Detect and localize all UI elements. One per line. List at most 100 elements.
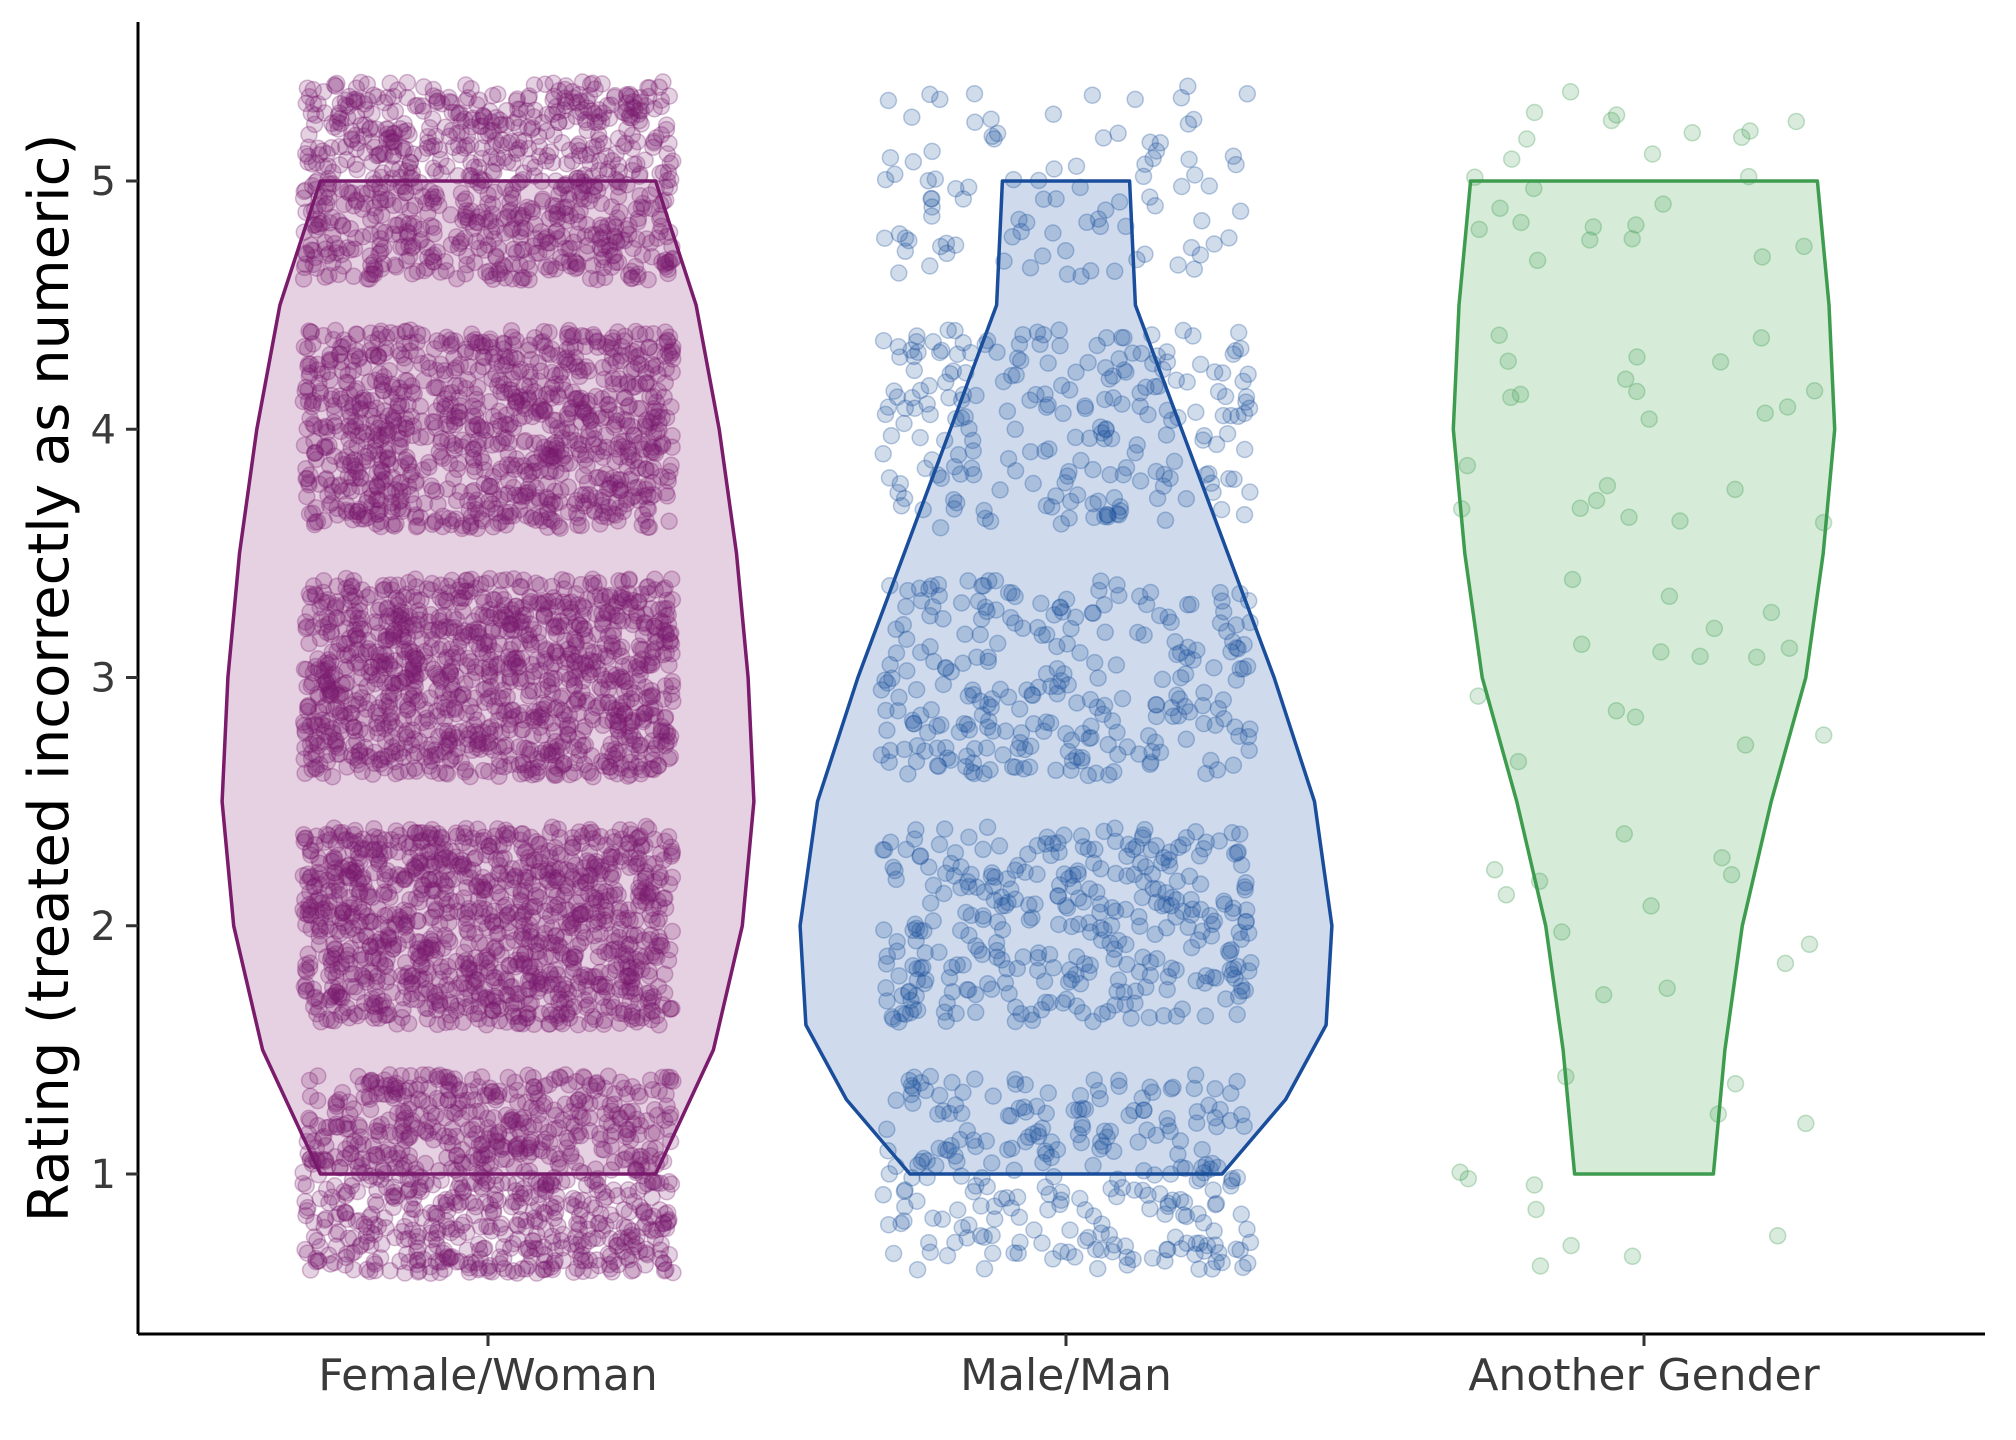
point-female-woman xyxy=(424,660,442,678)
point-female-woman xyxy=(586,855,604,874)
point-female-woman xyxy=(323,174,342,193)
point-female-woman xyxy=(535,1094,554,1113)
point-female-woman xyxy=(338,1245,356,1263)
point-female-woman xyxy=(400,1180,419,1198)
point-female-woman xyxy=(314,618,332,636)
point-female-woman xyxy=(342,1144,360,1163)
point-female-woman xyxy=(422,190,441,208)
point-female-woman xyxy=(632,1147,651,1166)
point-female-woman xyxy=(531,576,549,594)
point-female-woman xyxy=(325,864,343,882)
point-female-woman xyxy=(326,403,344,421)
point-female-woman xyxy=(349,1135,367,1153)
point-female-woman xyxy=(304,391,323,410)
point-female-woman xyxy=(511,1124,530,1143)
point-female-woman xyxy=(536,1175,555,1193)
point-female-woman xyxy=(429,379,448,397)
point-female-woman xyxy=(565,1116,584,1135)
point-female-woman xyxy=(661,1132,680,1151)
point-female-woman xyxy=(296,1192,314,1211)
point-female-woman xyxy=(621,765,639,784)
point-female-woman xyxy=(331,1158,349,1177)
point-female-woman xyxy=(572,1251,591,1270)
point-female-woman xyxy=(395,1087,413,1105)
point-female-woman xyxy=(617,840,635,859)
point-female-woman xyxy=(588,1229,607,1248)
point-female-woman xyxy=(380,1111,398,1129)
point-female-woman xyxy=(634,1204,653,1222)
point-female-woman xyxy=(396,953,415,972)
point-female-woman xyxy=(514,704,533,722)
point-female-woman xyxy=(357,1218,376,1237)
point-female-woman xyxy=(549,1154,568,1173)
point-female-woman xyxy=(521,592,540,611)
point-female-woman xyxy=(337,1203,355,1222)
point-female-woman xyxy=(591,1092,609,1111)
point-female-woman xyxy=(297,1176,315,1195)
point-female-woman xyxy=(547,1106,565,1125)
point-female-woman xyxy=(660,1245,679,1264)
point-female-woman xyxy=(499,1263,517,1281)
point-female-woman xyxy=(545,1101,563,1120)
point-female-woman xyxy=(296,739,314,757)
point-female-woman xyxy=(544,1199,563,1217)
point-female-woman xyxy=(570,1220,589,1239)
point-female-woman xyxy=(622,467,641,485)
point-female-woman xyxy=(571,872,590,890)
point-female-woman xyxy=(579,1220,597,1239)
point-female-woman xyxy=(573,436,591,454)
point-female-woman xyxy=(612,346,631,365)
point-female-woman xyxy=(360,642,379,661)
point-female-woman xyxy=(512,721,531,739)
point-female-woman xyxy=(637,1244,655,1262)
point-female-woman xyxy=(332,353,350,371)
point-female-woman xyxy=(619,1181,638,1199)
point-female-woman xyxy=(505,570,523,588)
point-female-woman xyxy=(492,724,511,742)
point-female-woman xyxy=(461,1173,479,1191)
point-female-woman xyxy=(299,1198,317,1217)
point-female-woman xyxy=(602,1127,620,1145)
point-female-woman xyxy=(602,1116,621,1134)
point-female-woman xyxy=(438,480,457,498)
point-female-woman xyxy=(625,612,643,630)
point-female-woman xyxy=(379,174,397,192)
point-female-woman xyxy=(627,1235,646,1253)
point-female-woman xyxy=(371,365,389,383)
point-female-woman xyxy=(593,1140,611,1159)
point-female-woman xyxy=(299,945,317,964)
point-female-woman xyxy=(606,881,624,899)
point-female-woman xyxy=(441,206,460,224)
point-female-woman xyxy=(328,506,347,524)
point-female-woman xyxy=(574,1237,593,1255)
point-female-woman xyxy=(660,328,679,346)
point-female-woman xyxy=(639,577,657,596)
point-female-woman xyxy=(340,714,358,732)
point-female-woman xyxy=(400,158,418,177)
point-female-woman xyxy=(652,868,670,887)
point-female-woman xyxy=(393,430,411,448)
point-female-woman xyxy=(507,1113,525,1131)
point-female-woman xyxy=(607,1237,626,1255)
point-female-woman xyxy=(378,861,397,880)
point-female-woman xyxy=(639,1157,657,1176)
point-female-woman xyxy=(630,1242,649,1260)
point-female-woman xyxy=(651,164,669,183)
point-female-woman xyxy=(594,503,613,522)
point-female-woman xyxy=(633,1008,652,1027)
point-female-woman xyxy=(362,1071,381,1090)
point-female-woman xyxy=(360,1087,378,1106)
point-female-woman xyxy=(637,817,655,836)
point-female-woman xyxy=(431,263,450,281)
point-female-woman xyxy=(451,1193,470,1211)
point-female-woman xyxy=(552,944,571,962)
point-female-woman xyxy=(428,332,446,350)
point-female-woman xyxy=(389,596,407,615)
point-female-woman xyxy=(367,120,386,138)
point-female-woman xyxy=(424,1242,442,1261)
point-female-woman xyxy=(373,1085,391,1103)
point-female-woman xyxy=(521,897,539,916)
point-female-woman xyxy=(297,619,315,638)
point-female-woman xyxy=(581,269,600,288)
